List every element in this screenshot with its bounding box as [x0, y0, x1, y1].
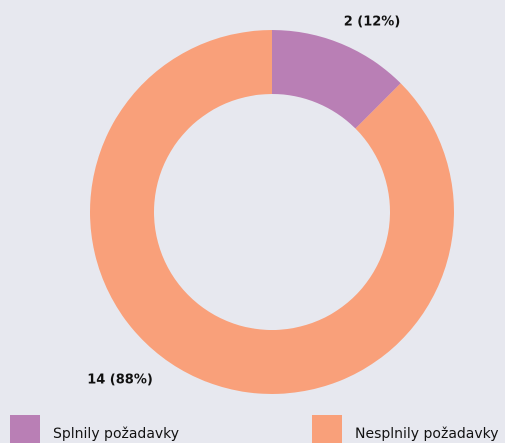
slice-label: 14 (88%)	[87, 373, 153, 388]
legend-label: Nesplnily požadavky	[355, 426, 499, 442]
legend-label: Splnily požadavky	[53, 426, 179, 442]
legend-swatch	[10, 415, 40, 443]
slice-label: 2 (12%)	[344, 15, 401, 30]
donut-slice	[272, 30, 401, 129]
donut-slice	[90, 30, 454, 395]
legend-swatch	[312, 415, 342, 443]
